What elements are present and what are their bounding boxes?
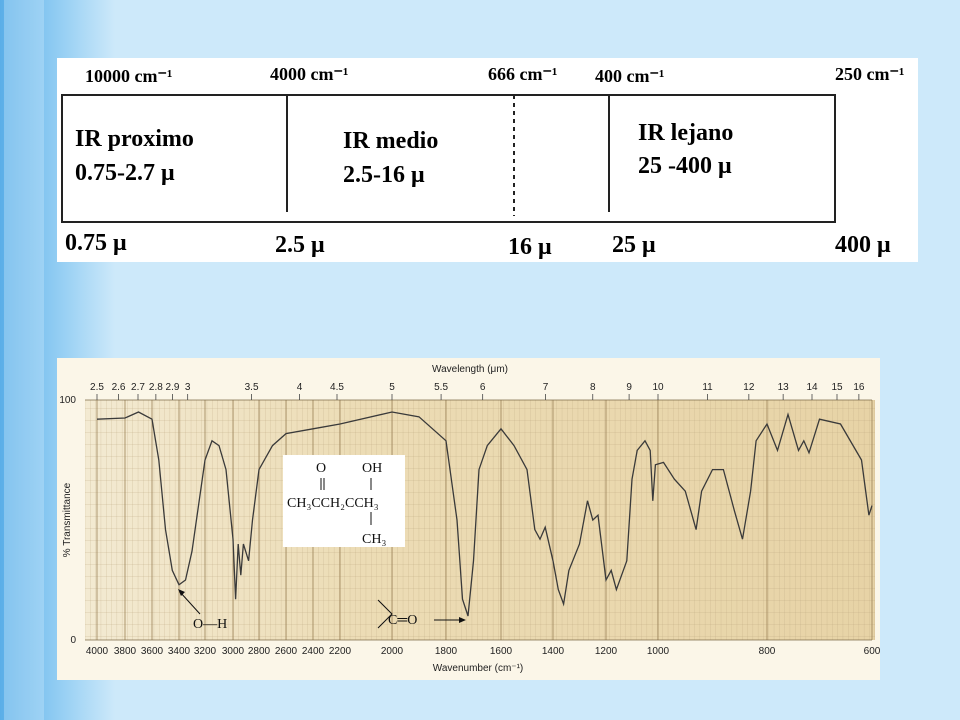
x2-tick-label: 3 bbox=[185, 382, 191, 393]
x-tick-label: 1600 bbox=[490, 646, 513, 657]
x2-tick-label: 16 bbox=[853, 382, 865, 393]
x-tick-label: 3400 bbox=[168, 646, 191, 657]
x-tick-label: 1000 bbox=[647, 646, 670, 657]
region-range: 2.5-16 μ bbox=[343, 162, 425, 188]
x-tick-label: 3000 bbox=[222, 646, 245, 657]
bottom-label: 25 μ bbox=[612, 232, 656, 258]
y-tick-label: 100 bbox=[59, 395, 76, 406]
arrowhead bbox=[459, 617, 466, 623]
x-tick-label: 3600 bbox=[141, 646, 164, 657]
top-label: 10000 cm⁻¹ bbox=[85, 66, 172, 86]
x-tick-label: 1800 bbox=[435, 646, 458, 657]
region-name: IR lejano bbox=[638, 120, 733, 146]
x-tick-label: 1200 bbox=[595, 646, 618, 657]
x2-tick-label: 10 bbox=[652, 382, 664, 393]
diagram-bg bbox=[57, 58, 918, 262]
region-range: 25 -400 μ bbox=[638, 153, 732, 179]
x2-tick-label: 6 bbox=[480, 382, 486, 393]
x2-tick-label: 2.9 bbox=[166, 382, 180, 393]
x2-tick-label: 5.5 bbox=[434, 382, 448, 393]
x-tick-label: 600 bbox=[864, 646, 881, 657]
diagram-box bbox=[61, 94, 836, 223]
region-name: IR proximo bbox=[75, 126, 194, 152]
x2-tick-label: 3.5 bbox=[245, 382, 259, 393]
bottom-label: 400 μ bbox=[835, 232, 891, 258]
y-axis-title: % Transmittance bbox=[62, 482, 73, 557]
arrow bbox=[179, 591, 201, 615]
annotation: C═O bbox=[388, 613, 417, 628]
structure-text: OH bbox=[362, 461, 382, 476]
x2-tick-label: 4.5 bbox=[330, 382, 344, 393]
top-label: 666 cm⁻¹ bbox=[488, 64, 557, 84]
x2-tick-label: 2.7 bbox=[131, 382, 145, 393]
x2-axis-title: Wavelength (μm) bbox=[432, 364, 508, 375]
x-axis-title: Wavenumber (cm⁻¹) bbox=[433, 663, 523, 674]
x2-tick-label: 2.6 bbox=[112, 382, 126, 393]
x2-tick-label: 12 bbox=[743, 382, 755, 393]
x2-tick-label: 15 bbox=[831, 382, 843, 393]
x-tick-label: 3200 bbox=[194, 646, 217, 657]
arrowhead bbox=[178, 589, 185, 596]
x2-tick-label: 11 bbox=[702, 382, 713, 393]
x-tick-label: 2600 bbox=[275, 646, 298, 657]
x2-tick-label: 7 bbox=[543, 382, 549, 393]
x-tick-label: 3800 bbox=[114, 646, 137, 657]
decor-squares bbox=[4, 0, 44, 720]
x-tick-label: 2200 bbox=[329, 646, 352, 657]
region-name: IR medio bbox=[343, 128, 438, 154]
x2-tick-label: 13 bbox=[778, 382, 790, 393]
bottom-label: 0.75 μ bbox=[65, 230, 127, 256]
x-tick-label: 4000 bbox=[86, 646, 109, 657]
structure-box bbox=[283, 455, 405, 547]
structure-text: O bbox=[316, 461, 326, 476]
carbonyl-bonds bbox=[377, 599, 393, 629]
top-label: 400 cm⁻¹ bbox=[595, 66, 664, 86]
top-label: 250 cm⁻¹ bbox=[835, 64, 904, 84]
x2-tick-label: 9 bbox=[626, 382, 632, 393]
x2-tick-label: 4 bbox=[297, 382, 303, 393]
spectrum-line bbox=[96, 411, 873, 617]
structure-text: CH₃CCH₂CCH₃ bbox=[287, 496, 379, 511]
bottom-label: 16 μ bbox=[508, 234, 552, 260]
minor-grid bbox=[85, 400, 875, 640]
annotation: O—H bbox=[193, 617, 227, 632]
bottom-label: 2.5 μ bbox=[275, 232, 325, 258]
region-range: 0.75-2.7 μ bbox=[75, 160, 175, 186]
top-label: 4000 cm⁻¹ bbox=[270, 64, 348, 84]
x2-tick-label: 2.5 bbox=[90, 382, 104, 393]
x-tick-label: 1400 bbox=[542, 646, 565, 657]
x-tick-label: 2800 bbox=[248, 646, 271, 657]
x2-tick-label: 2.8 bbox=[149, 382, 163, 393]
x-tick-label: 2000 bbox=[381, 646, 404, 657]
x-tick-label: 2400 bbox=[302, 646, 325, 657]
structure-text: CH₃ bbox=[362, 532, 386, 547]
x2-tick-label: 5 bbox=[389, 382, 395, 393]
x-tick-label: 800 bbox=[759, 646, 776, 657]
x2-tick-label: 8 bbox=[590, 382, 596, 393]
y-tick-label: 0 bbox=[70, 635, 76, 646]
x2-tick-label: 14 bbox=[806, 382, 818, 393]
